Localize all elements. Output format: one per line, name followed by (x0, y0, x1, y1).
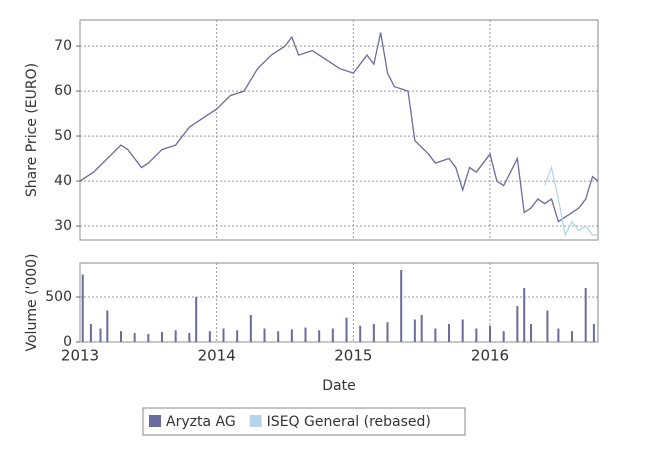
volume-bar (557, 328, 560, 342)
y-tick-label: 40 (54, 173, 72, 189)
y-tick-label: 50 (54, 128, 72, 144)
volume-bar (420, 315, 423, 342)
volume-bar (448, 324, 451, 342)
volume-bar (195, 297, 198, 342)
volume-bar (502, 331, 505, 342)
price-line (79, 32, 599, 223)
volume-bar (489, 325, 492, 342)
y-axis-label: Volume ('000) (24, 253, 40, 351)
volume-bar (345, 317, 348, 342)
volume-bar (99, 328, 102, 342)
volume-bar (161, 332, 164, 342)
y-tick-label: 0 (63, 334, 72, 350)
volume-bar (461, 319, 464, 342)
volume-bar (106, 310, 109, 342)
legend-label: ISEQ General (rebased) (267, 414, 431, 430)
volume-bar (523, 288, 526, 342)
volume-bar (89, 324, 92, 342)
price-line (544, 165, 598, 238)
volume-bar (386, 322, 389, 342)
volume-bar (81, 274, 84, 342)
volume-bar (208, 331, 211, 342)
volume-bar (174, 330, 177, 342)
x-tick-label: 2013 (61, 347, 99, 365)
volume-bar (290, 329, 293, 342)
volume-bar (584, 288, 587, 342)
volume-bar (147, 333, 150, 342)
volume-bar (530, 324, 533, 342)
volume-bar (120, 331, 123, 342)
y-tick-label: 30 (54, 218, 72, 234)
y-tick-label: 70 (54, 38, 72, 54)
volume-bar (592, 324, 595, 342)
volume-bar (571, 331, 574, 342)
legend (142, 407, 466, 436)
volume-bar (263, 328, 266, 342)
volume-bar (277, 331, 280, 342)
volume-bar (413, 319, 416, 342)
legend-label: Aryzta AG (166, 414, 236, 430)
volume-bar (359, 325, 362, 342)
legend-swatch (249, 415, 262, 427)
volume-bar (304, 327, 307, 342)
price-frame (79, 19, 599, 241)
volume-bar (133, 333, 136, 342)
volume-bar (318, 330, 321, 342)
y-tick-label: 60 (54, 83, 72, 99)
volume-bar (516, 306, 519, 342)
volume-bar (434, 328, 437, 342)
y-axis-label: Share Price (EURO) (24, 63, 40, 197)
volume-bar (475, 328, 478, 342)
legend-swatch (149, 415, 161, 427)
volume-bar (331, 328, 334, 342)
x-tick-label: 2015 (334, 347, 372, 365)
volume-bar (222, 328, 225, 342)
volume-bar (546, 310, 549, 342)
volume-bar (188, 333, 191, 342)
volume-frame (79, 262, 599, 343)
volume-bar (249, 315, 252, 342)
volume-bar (236, 330, 239, 342)
y-tick-label: 500 (45, 289, 72, 305)
volume-bar (400, 270, 403, 342)
volume-bar (372, 324, 375, 342)
x-tick-label: 2014 (198, 347, 236, 365)
x-axis-label: Date (322, 378, 355, 394)
x-tick-label: 2016 (471, 347, 509, 365)
